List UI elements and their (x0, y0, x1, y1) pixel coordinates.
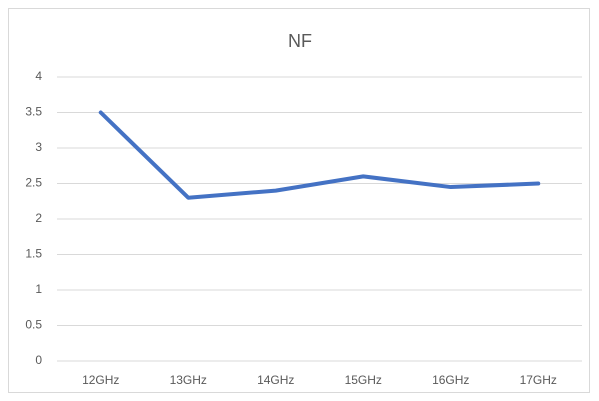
y-tick-label: 4 (35, 69, 42, 83)
y-tick-label: 0 (35, 353, 42, 367)
x-tick-label: 15GHz (345, 373, 382, 387)
y-tick-label: 1 (35, 282, 42, 296)
x-tick-label: 13GHz (170, 373, 207, 387)
y-tick-label: 3.5 (25, 105, 42, 119)
y-tick-label: 0.5 (25, 318, 42, 332)
x-tick-label: 12GHz (82, 373, 119, 387)
x-tick-label: 17GHz (520, 373, 557, 387)
line-series (98, 110, 541, 200)
chart-border (8, 8, 590, 393)
y-tick-label: 3 (35, 140, 42, 154)
x-tick-label: 16GHz (432, 373, 469, 387)
x-tick-label: 14GHz (257, 373, 294, 387)
y-tick-label: 2 (35, 211, 42, 225)
y-tick-label: 1.5 (25, 247, 42, 261)
chart-title: NF (288, 31, 312, 51)
y-tick-label: 2.5 (25, 176, 42, 190)
